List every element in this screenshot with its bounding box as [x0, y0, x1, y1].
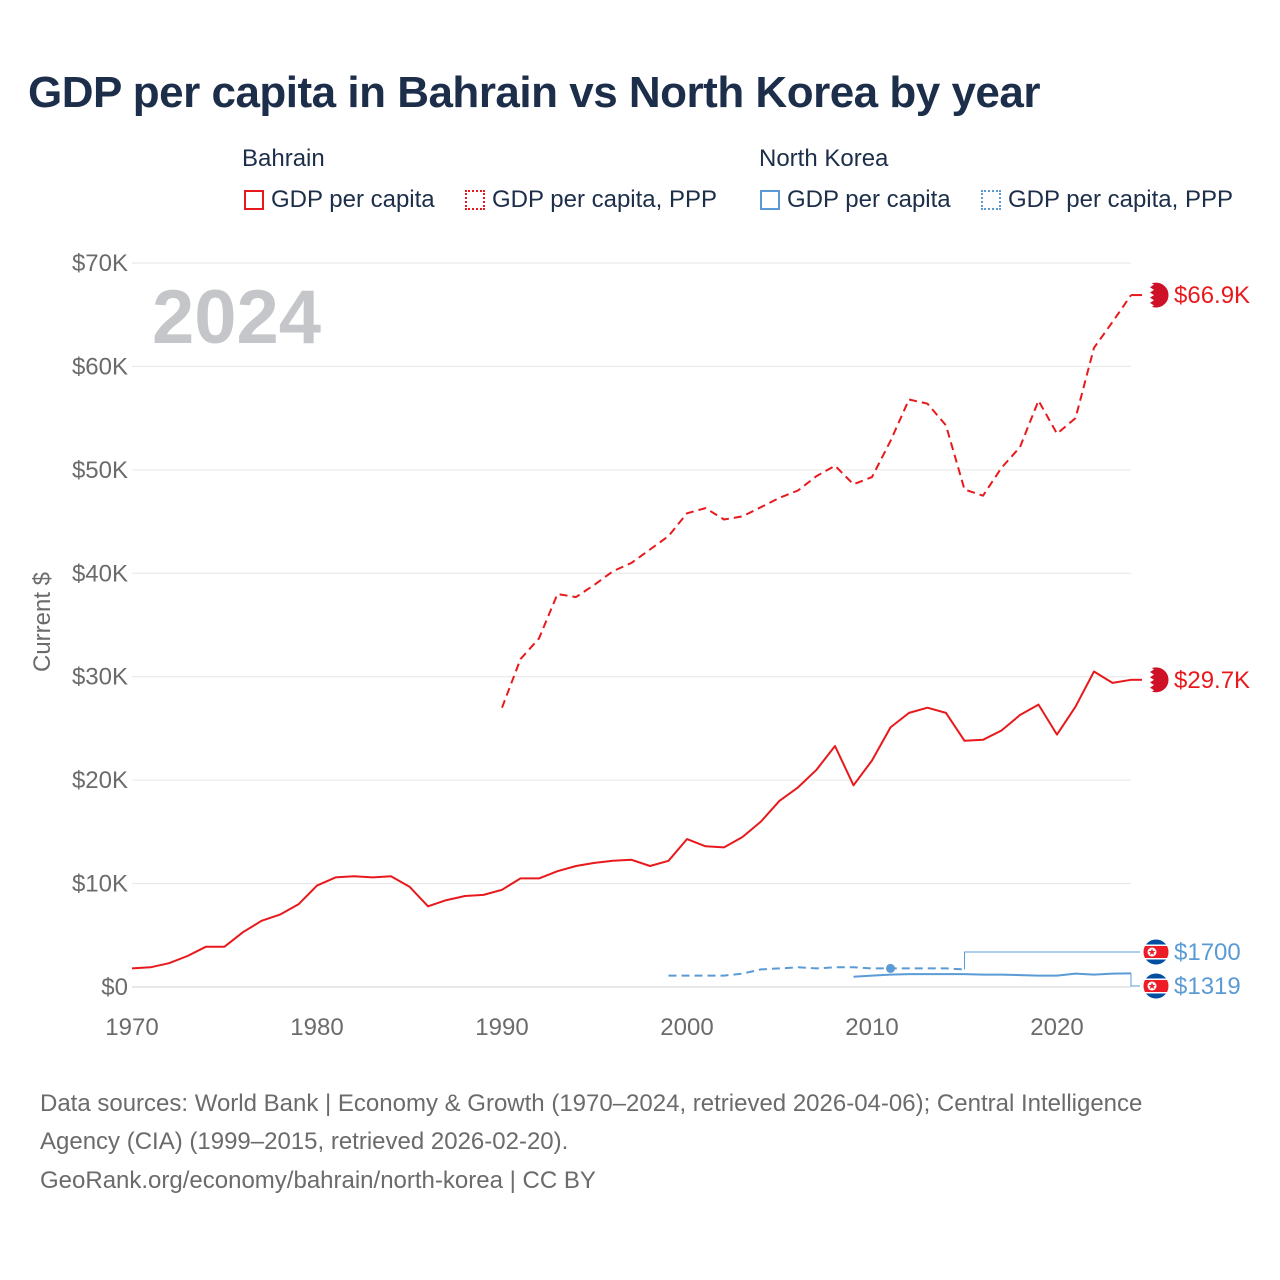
y-tick-label: $70K	[72, 250, 128, 277]
end-label-bahrain-gdp: $29.7K	[1174, 667, 1250, 694]
series-line-bahrain-gdp[interactable]	[131, 670, 1132, 970]
series-line-bahrain-gdp-ppp[interactable]	[501, 294, 1132, 709]
x-tick-label: 2010	[845, 1014, 898, 1041]
y-axis-label: Current $	[29, 572, 56, 672]
legend-swatch-solid-icon	[760, 190, 780, 210]
legend-label: GDP per capita	[787, 186, 951, 213]
legend-label: GDP per capita	[271, 186, 435, 213]
series-line-north-korea-gdp[interactable]	[853, 972, 1132, 978]
x-tick-label: 2020	[1030, 1014, 1083, 1041]
footer-sources-line1: Data sources: World Bank | Economy & Gro…	[40, 1090, 1143, 1117]
legend-label: GDP per capita, PPP	[1008, 186, 1233, 213]
end-label-north-korea-gdp-ppp: $1700	[1174, 939, 1241, 966]
footer-credit[interactable]: GeoRank.org/economy/bahrain/north-korea …	[40, 1167, 596, 1194]
legend-item-bahrain-gdp-ppp[interactable]: GDP per capita, PPP	[465, 186, 717, 214]
y-tick-label: $50K	[72, 457, 128, 484]
bahrain-flag-icon	[1142, 281, 1170, 309]
legend-swatch-dotted-icon	[465, 190, 485, 210]
legend-swatch-solid-icon	[244, 190, 264, 210]
north-korea-flag-icon	[1142, 938, 1170, 966]
connector-north-korea-gdp	[1130, 973, 1140, 987]
y-tick-label: $30K	[72, 664, 128, 691]
legend-swatch-dotted-icon	[981, 190, 1001, 210]
legend-item-north-korea-gdp-ppp[interactable]: GDP per capita, PPP	[981, 186, 1233, 214]
x-tick-label: 1990	[475, 1014, 528, 1041]
north-korea-flag-icon	[1142, 972, 1170, 1000]
footer-sources-line2: Agency (CIA) (1999–2015, retrieved 2026-…	[40, 1128, 569, 1155]
legend-group-bahrain: Bahrain	[242, 145, 325, 172]
y-tick-label: $0	[101, 974, 128, 1001]
legend-item-north-korea-gdp[interactable]: GDP per capita	[760, 186, 951, 214]
legend-item-bahrain-gdp[interactable]: GDP per capita	[244, 186, 435, 214]
series-line-north-korea-gdp-ppp[interactable]	[668, 966, 965, 977]
x-tick-label: 1970	[105, 1014, 158, 1041]
legend-label: GDP per capita, PPP	[492, 186, 717, 213]
y-tick-label: $10K	[72, 871, 128, 898]
data-point-north-korea-ppp[interactable]	[886, 963, 895, 973]
end-label-bahrain-gdp-ppp: $66.9K	[1174, 282, 1250, 309]
y-tick-label: $40K	[72, 560, 128, 587]
bahrain-flag-icon	[1142, 666, 1170, 694]
end-label-north-korea-gdp: $1319	[1174, 973, 1241, 1000]
legend-group-north-korea: North Korea	[759, 145, 889, 172]
x-tick-label: 2000	[660, 1014, 713, 1041]
x-tick-label: 1980	[290, 1014, 343, 1041]
y-tick-label: $60K	[72, 353, 128, 380]
y-tick-label: $20K	[72, 767, 128, 794]
year-watermark: 2024	[152, 275, 321, 360]
connector-north-korea-ppp	[964, 951, 1140, 970]
chart-title: GDP per capita in Bahrain vs North Korea…	[28, 68, 1040, 117]
